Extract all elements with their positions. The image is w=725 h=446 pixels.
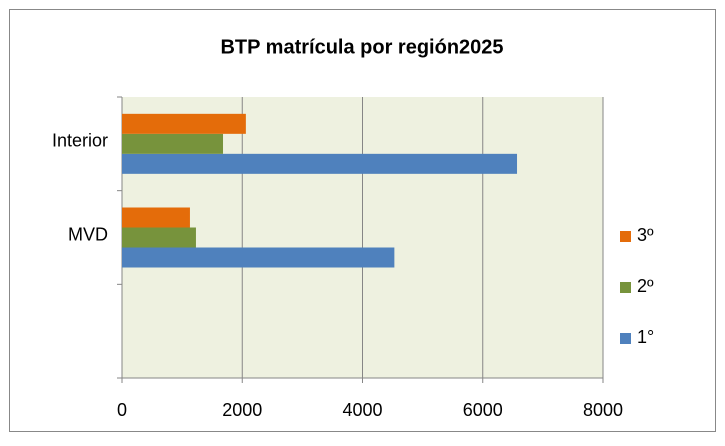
x-tick-label: 2000 bbox=[222, 400, 262, 420]
legend-swatch bbox=[620, 231, 631, 242]
y-tick-label: Interior bbox=[52, 131, 108, 151]
legend-label: 2º bbox=[637, 276, 654, 296]
bar bbox=[122, 113, 246, 134]
x-tick-label: 8000 bbox=[583, 400, 623, 420]
x-tick-label: 6000 bbox=[463, 400, 503, 420]
bar bbox=[122, 133, 224, 154]
bar bbox=[122, 207, 190, 228]
x-tick-label: 4000 bbox=[342, 400, 382, 420]
legend-swatch bbox=[620, 333, 631, 344]
chart-title: BTP matrícula por región2025 bbox=[220, 36, 503, 58]
bar bbox=[122, 247, 395, 268]
bar bbox=[122, 227, 196, 248]
legend-swatch bbox=[620, 282, 631, 293]
bar bbox=[122, 153, 518, 174]
y-tick-label: MVD bbox=[68, 224, 108, 244]
x-tick-label: 0 bbox=[117, 400, 127, 420]
legend-label: 1° bbox=[637, 327, 654, 347]
legend-label: 3º bbox=[637, 225, 654, 245]
